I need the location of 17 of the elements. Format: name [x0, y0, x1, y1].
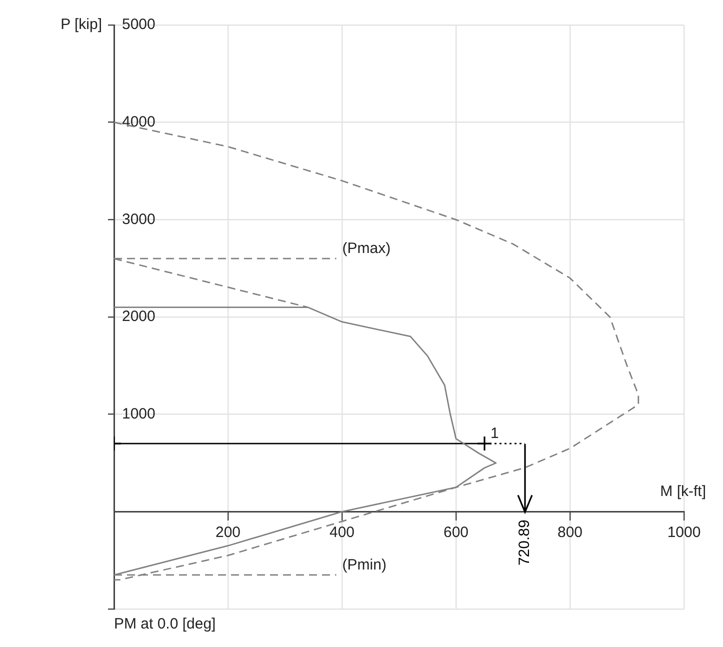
y-tick-label: 1000 — [122, 405, 156, 422]
x-tick-label: 800 — [557, 524, 583, 541]
annotation: 720.89 — [516, 520, 534, 566]
x-axis-title: M [k-ft] — [660, 482, 706, 500]
x-tick-label: 200 — [215, 524, 241, 541]
y-tick-label: 4000 — [122, 113, 156, 130]
text: PM at 0.0 [deg] — [114, 616, 216, 633]
x-tick-label: 400 — [329, 524, 355, 541]
y-tick-label: 5000 — [122, 16, 156, 34]
x-tick-label: 1000 — [667, 524, 701, 541]
series-label: (Pmax) — [342, 240, 391, 258]
y-axis-title: P [kip] — [60, 16, 102, 34]
y-tick-label: 2000 — [122, 308, 156, 326]
y-tick-label: 3000 — [122, 210, 156, 228]
series-label: (Pmin) — [342, 556, 386, 574]
series-label: 1 — [490, 425, 499, 442]
x-tick-label: 600 — [443, 524, 469, 541]
